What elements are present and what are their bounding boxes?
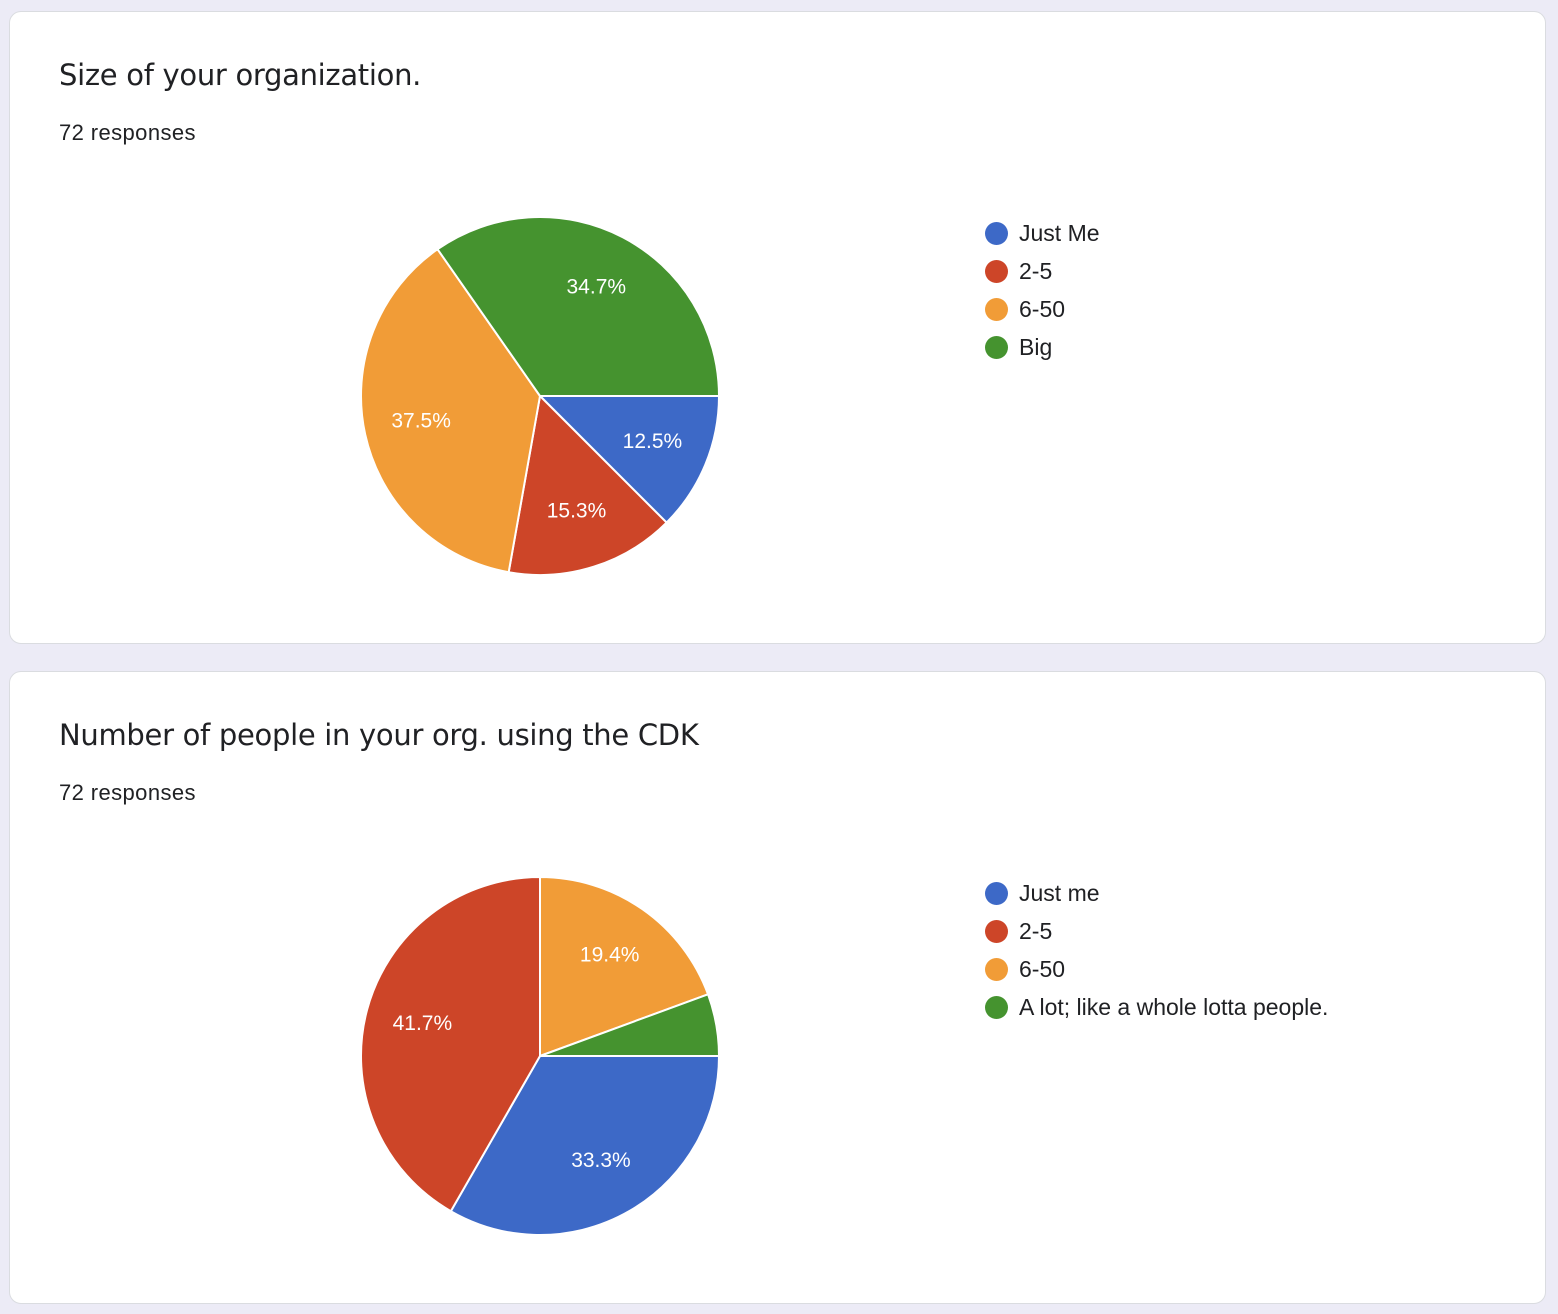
pie-slice — [507, 395, 668, 576]
legend-label: 6-50 — [1019, 295, 1066, 322]
legend-label: 2-5 — [1019, 917, 1053, 944]
slice-label: 15.3% — [547, 500, 607, 523]
pie-slice — [360, 876, 541, 1213]
legend-item: 2-5 — [985, 252, 1100, 290]
legend: Just me 2-5 6-50 A lot; like a whole lotta … — [985, 874, 1328, 1026]
legend-label: Big — [1019, 333, 1053, 360]
pie-slice — [449, 1055, 720, 1236]
pie-slice — [539, 993, 720, 1057]
legend-item: 6-50 — [985, 290, 1100, 328]
slice-label: 37.5% — [391, 410, 451, 433]
chart-card: Size of your organization. 72 responses … — [9, 11, 1546, 644]
legend-swatch — [985, 259, 1008, 283]
legend-item: Just me — [985, 874, 1328, 912]
legend-label: 6-50 — [1019, 955, 1066, 982]
legend-swatch — [985, 957, 1008, 981]
slice-label: 41.7% — [393, 1012, 453, 1035]
chart-card: Number of people in your org. using the … — [9, 671, 1546, 1304]
legend-swatch — [985, 335, 1008, 359]
slice-label: 12.5% — [623, 430, 683, 453]
pie-slice — [360, 248, 541, 574]
legend-swatch — [985, 919, 1008, 943]
legend-label: Just me — [1019, 879, 1100, 906]
legend-swatch — [985, 221, 1008, 245]
pie-chart: 12.5% 15.3% 37.5% 34.7% — [360, 216, 720, 576]
chart-title: Number of people in your org. using the … — [59, 718, 699, 752]
response-count: 72 responses — [59, 780, 196, 805]
legend: Just Me 2-5 6-50 Big — [985, 214, 1100, 366]
legend-item: 2-5 — [985, 912, 1328, 950]
legend-item: 6-50 — [985, 950, 1328, 988]
legend-item: Just Me — [985, 214, 1100, 252]
pie-slice — [539, 395, 720, 524]
legend-swatch — [985, 995, 1008, 1019]
slice-label: 33.3% — [571, 1149, 631, 1172]
chart-title: Size of your organization. — [59, 58, 422, 92]
legend-label: 2-5 — [1019, 257, 1053, 284]
response-count: 72 responses — [59, 120, 196, 145]
legend-item: Big — [985, 328, 1100, 366]
legend-label: A lot; like a whole lotta people. — [1019, 993, 1329, 1020]
slice-label: 34.7% — [567, 276, 627, 299]
pie-chart: 33.3% 41.7% 19.4% — [360, 876, 720, 1236]
legend-item: A lot; like a whole lotta people. — [985, 988, 1328, 1026]
legend-swatch — [985, 881, 1008, 905]
legend-swatch — [985, 297, 1008, 321]
legend-label: Just Me — [1019, 219, 1100, 246]
pie-slice — [539, 876, 710, 1057]
pie-slice — [436, 216, 720, 397]
slice-label: 19.4% — [580, 944, 640, 967]
